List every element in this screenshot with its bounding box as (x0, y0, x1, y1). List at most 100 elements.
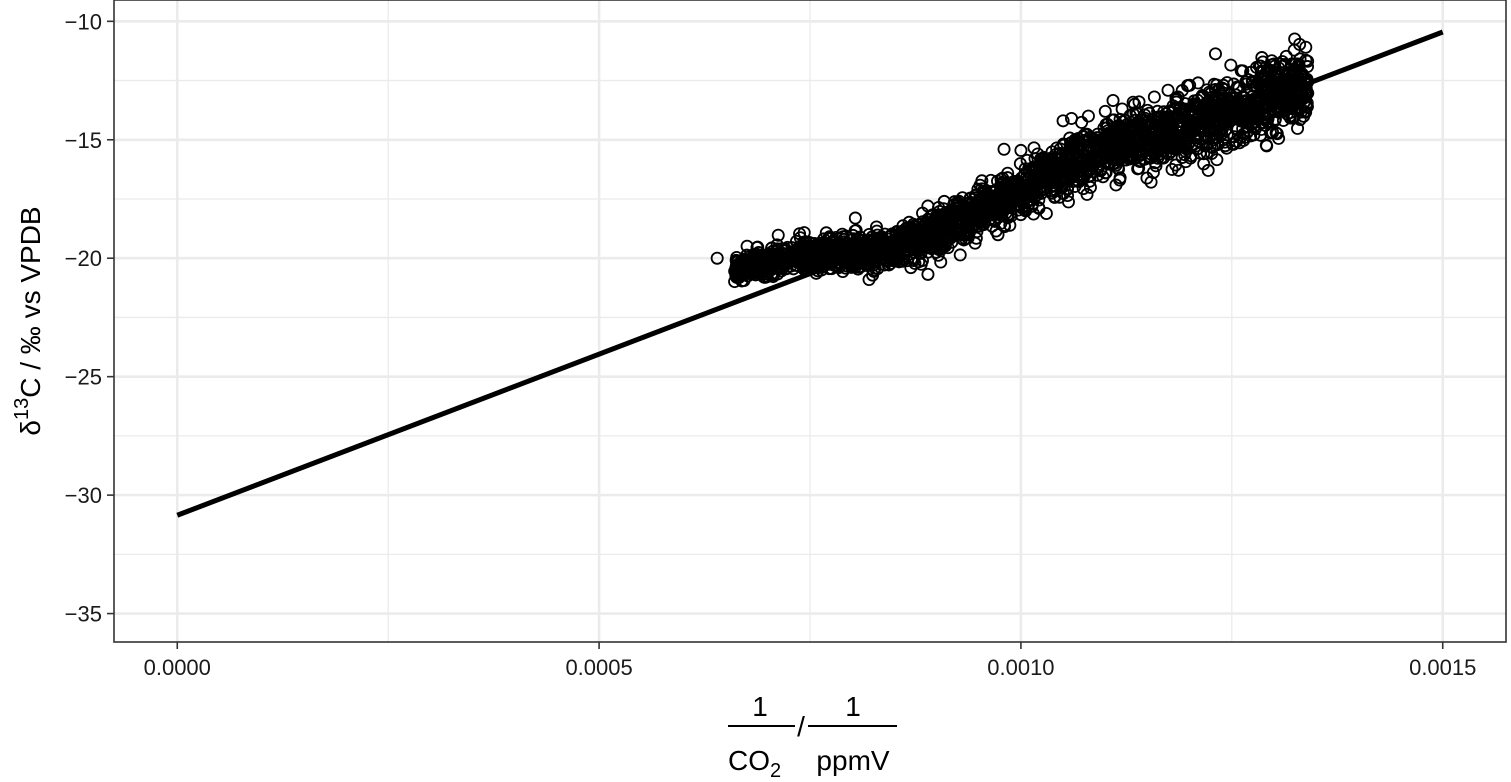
data-point (932, 204, 946, 218)
data-point (1048, 148, 1062, 162)
data-point (1172, 163, 1186, 177)
data-point (1054, 160, 1068, 174)
data-point (775, 252, 789, 266)
data-point (1113, 171, 1127, 185)
data-point (751, 240, 765, 254)
data-point (1105, 113, 1119, 127)
data-point (1056, 114, 1070, 128)
x-tick-label: 0.0005 (565, 655, 632, 680)
data-point (1176, 107, 1190, 121)
data-point (1032, 201, 1046, 215)
data-point (1197, 157, 1211, 171)
data-point (951, 226, 965, 240)
data-point (969, 191, 983, 205)
data-point (1024, 193, 1038, 207)
data-point (1126, 107, 1140, 121)
data-point (973, 219, 987, 233)
data-point (1200, 130, 1214, 144)
data-point (1281, 66, 1295, 80)
data-point (995, 209, 1009, 223)
x-axis-ticks: 0.0000 0.0005 0.0010 0.0015 (144, 642, 1476, 680)
data-point (710, 251, 724, 265)
y-tick-label: −25 (65, 365, 102, 390)
data-point (825, 238, 839, 252)
data-point (941, 241, 955, 255)
data-point (997, 142, 1011, 156)
data-point (957, 228, 971, 242)
y-tick-label: −30 (65, 483, 102, 508)
data-point (1031, 147, 1045, 161)
data-point (1165, 162, 1179, 176)
x-axis-title: 1 CO2 / 1 ppmV (728, 691, 897, 782)
data-point (1275, 55, 1289, 69)
data-point (1060, 182, 1074, 196)
data-point (1155, 120, 1169, 134)
data-point (865, 252, 879, 266)
data-point (1291, 121, 1305, 135)
data-point (1098, 131, 1112, 145)
data-point (1226, 137, 1240, 151)
data-point (1098, 166, 1112, 180)
data-point (1140, 171, 1154, 185)
y-axis-ticks: −35 −30 −25 −20 −15 −10 (65, 9, 114, 627)
data-point (907, 254, 921, 268)
data-point (995, 177, 1009, 191)
data-point (1132, 95, 1146, 109)
data-point (793, 227, 807, 241)
data-point (1171, 90, 1185, 104)
data-point (1014, 143, 1028, 157)
data-point (1246, 75, 1260, 89)
data-point (1080, 187, 1094, 201)
data-point (934, 242, 948, 256)
data-points (710, 32, 1315, 289)
data-point (961, 216, 975, 230)
data-point (1268, 112, 1282, 126)
data-point (1091, 168, 1105, 182)
y-tick-label: −15 (65, 128, 102, 153)
data-point (1119, 132, 1133, 146)
x-tick-label: 0.0000 (144, 655, 211, 680)
data-point (862, 273, 876, 287)
data-point (947, 198, 961, 212)
x-title-fraction-1-denominator: CO2 (728, 745, 781, 782)
data-point (1234, 114, 1248, 128)
data-point (900, 254, 914, 268)
x-tick-label: 0.0010 (987, 655, 1054, 680)
data-point (1101, 124, 1115, 138)
data-point (1119, 113, 1133, 127)
data-point (1089, 134, 1103, 148)
data-point (1109, 125, 1123, 139)
x-title-fraction-2-numerator: 1 (845, 691, 861, 722)
y-title-superscript: 13 (11, 398, 33, 420)
data-point (1112, 162, 1126, 176)
data-point (1162, 104, 1176, 118)
data-point (1190, 99, 1204, 113)
x-title-subscript: 2 (770, 760, 781, 782)
x-title-separator: / (797, 711, 805, 742)
major-grid (114, 0, 1506, 642)
data-point (923, 236, 937, 250)
data-point (875, 230, 889, 244)
data-point (789, 244, 803, 258)
data-point (852, 239, 866, 253)
data-point (729, 263, 743, 277)
x-tick-label: 0.0015 (1409, 655, 1476, 680)
data-point (1166, 140, 1180, 154)
data-point (1240, 126, 1254, 140)
data-point (1259, 69, 1273, 83)
panel-border (113, 0, 1507, 643)
data-point (1236, 64, 1250, 78)
data-point (1105, 141, 1119, 155)
data-point (1224, 58, 1238, 72)
y-title-delta: δ (15, 420, 46, 436)
fit-line (176, 29, 1444, 518)
data-point (738, 262, 752, 276)
data-point (1106, 93, 1120, 107)
data-point (765, 267, 779, 281)
x-title-fraction-1-numerator: 1 (752, 691, 768, 722)
data-point (1069, 146, 1083, 160)
data-point (1269, 126, 1283, 140)
data-point (1144, 128, 1158, 142)
data-point (1191, 76, 1205, 90)
